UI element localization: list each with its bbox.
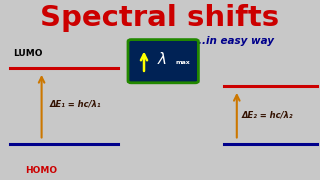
Text: LUMO: LUMO [13, 49, 42, 58]
Text: max: max [176, 60, 191, 66]
Text: ΔE₂ = hc/λ₂: ΔE₂ = hc/λ₂ [242, 111, 293, 120]
FancyBboxPatch shape [128, 40, 198, 83]
Text: Spectral shifts: Spectral shifts [40, 4, 280, 32]
Text: .....in easy way: .....in easy way [186, 36, 274, 46]
Text: HOMO: HOMO [26, 166, 58, 175]
Text: ΔE₁ = hc/λ₁: ΔE₁ = hc/λ₁ [50, 100, 101, 109]
Text: $\lambda$: $\lambda$ [157, 51, 167, 67]
